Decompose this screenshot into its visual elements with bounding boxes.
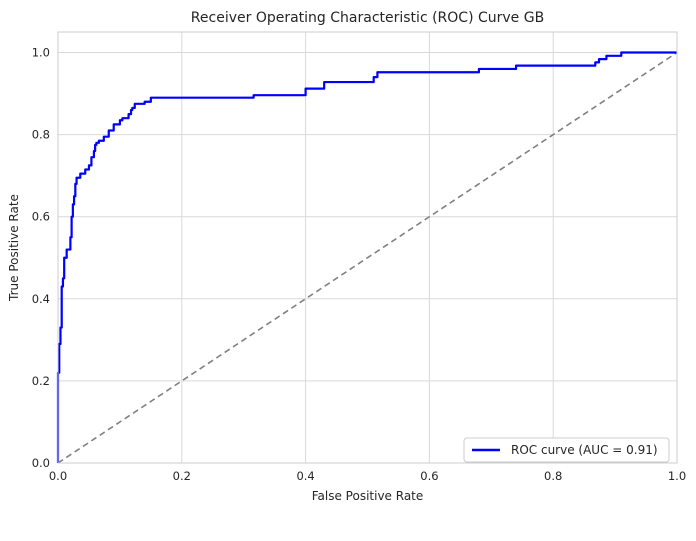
y-tick-label: 0.8 — [32, 128, 50, 142]
y-tick-label: 0.6 — [32, 210, 50, 224]
series-layer — [56, 51, 678, 464]
x-tick-label: 0.6 — [420, 469, 438, 483]
grid — [57, 32, 678, 464]
y-tick-label: 1.0 — [32, 46, 50, 60]
legend-box — [463, 437, 670, 463]
y-tick-label: 0.4 — [32, 292, 50, 306]
roc-curve-line — [56, 51, 677, 463]
x-tick-label: 0.2 — [173, 469, 191, 483]
x-tick-label: 1.0 — [668, 469, 686, 483]
chance-diagonal-line — [57, 51, 678, 464]
x-axis-label: False Positive Rate — [312, 489, 424, 503]
y-tick-labels: 0.0 0.2 0.4 0.6 0.8 1.0 — [32, 46, 50, 470]
y-axis-label: True Positive Rate — [7, 194, 21, 302]
x-tick-labels: 0.0 0.2 0.4 0.6 0.8 1.0 — [49, 469, 686, 483]
y-tick-label: 0.0 — [32, 456, 50, 470]
x-tick-label: 0.0 — [49, 469, 67, 483]
legend: ROC curve (AUC = 0.91) — [463, 437, 670, 463]
plot-frame — [57, 31, 678, 464]
chart-title: Receiver Operating Characteristic (ROC) … — [191, 10, 544, 26]
legend-label-roc: ROC curve (AUC = 0.91) — [511, 443, 658, 457]
y-tick-label: 0.2 — [32, 374, 50, 388]
x-tick-label: 0.8 — [544, 469, 562, 483]
x-tick-label: 0.4 — [296, 469, 314, 483]
